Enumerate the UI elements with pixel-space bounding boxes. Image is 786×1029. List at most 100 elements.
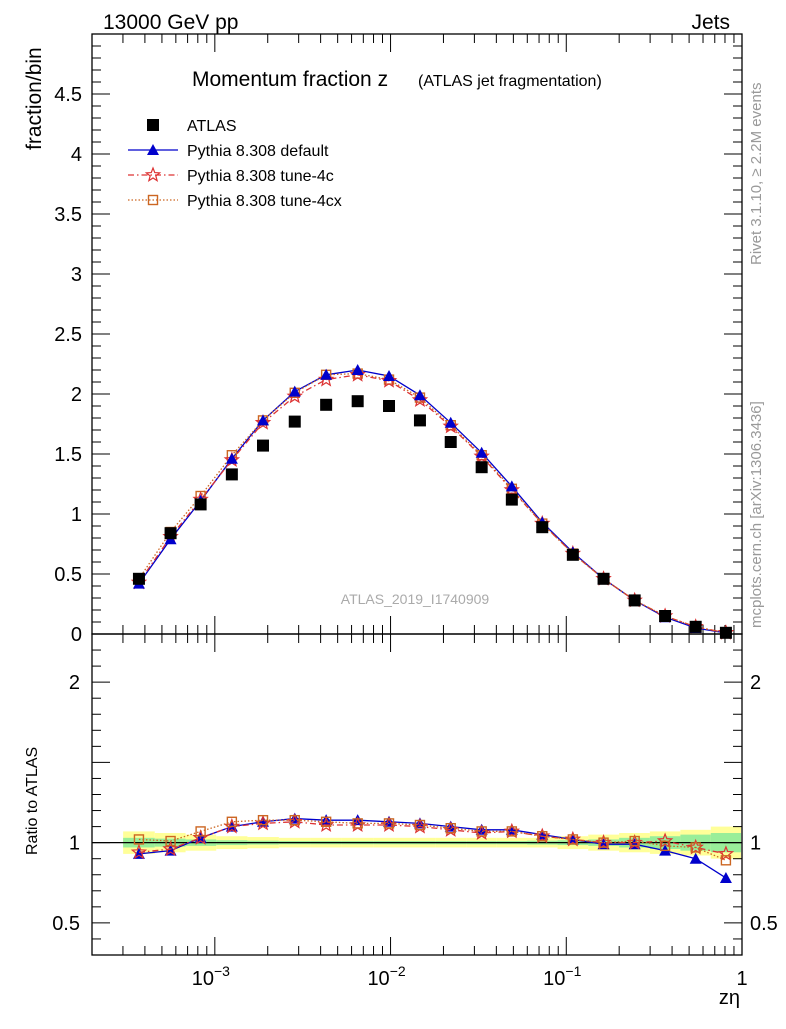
ratio-point-pythia-8-308-tune-4cx	[690, 842, 701, 853]
ratio-y-tick-label-left: 0.5	[52, 913, 80, 935]
y-tick-label: 4.5	[54, 84, 82, 106]
ratio-point-pythia-8-308-tune-4cx	[133, 834, 145, 845]
ratio-point-pythia-8-308-default	[628, 838, 641, 850]
point-atlas	[689, 620, 702, 633]
ratio-point-pythia-8-308-tune-4c	[656, 832, 674, 849]
y-axis-label-ratio: Ratio to ATLAS	[24, 747, 41, 855]
point-atlas	[194, 498, 207, 511]
ratio-y-tick-label-left: 2	[69, 672, 80, 694]
chart-title-main: Momentum fraction z	[192, 68, 388, 91]
ratio-point-pythia-8-308-tune-4cx	[659, 840, 671, 852]
ratio-point-pythia-8-308-tune-4cx	[506, 826, 518, 837]
ratio-point-pythia-8-308-tune-4c	[130, 843, 148, 860]
point-atlas	[628, 594, 641, 607]
point-pythia-8-308-tune-4c	[286, 387, 303, 404]
point-atlas	[288, 415, 301, 428]
point-pythia-8-308-tune-4c	[380, 372, 398, 388]
y-tick-label: 3	[71, 264, 82, 286]
x-tick-label: 10−2	[367, 963, 405, 990]
ratio-y-tick-label-right: 2	[750, 672, 761, 694]
x-tick-label: 10−3	[192, 963, 230, 990]
y-tick-label: 2	[71, 384, 82, 406]
point-pythia-8-308-tune-4c	[349, 366, 366, 382]
legend-label-pythia-8-308-tune-4c: Pythia 8.308 tune-4c	[187, 168, 334, 185]
ratio-point-pythia-8-308-tune-4cx	[226, 816, 238, 827]
ratio-point-pythia-8-308-tune-4cx	[320, 816, 332, 827]
ratio-point-pythia-8-308-tune-4cx	[383, 818, 395, 829]
legend-label-pythia-8-308-tune-4cx: Pythia 8.308 tune-4cx	[187, 193, 342, 210]
ratio-point-pythia-8-308-tune-4cx	[195, 826, 206, 837]
ratio-point-pythia-8-308-default	[164, 844, 177, 856]
point-atlas	[536, 521, 549, 534]
point-pythia-8-308-default	[288, 385, 301, 397]
point-pythia-8-308-default	[383, 370, 396, 381]
y-tick-label: 1	[71, 504, 82, 526]
ratio-point-pythia-8-308-tune-4cx	[567, 834, 579, 845]
ratio-point-pythia-8-308-default	[475, 823, 488, 835]
point-atlas	[413, 414, 426, 427]
legend-marker-pythia-8-308-tune-4c	[144, 166, 162, 183]
ratio-point-pythia-8-308-tune-4cx	[289, 814, 300, 826]
point-atlas	[351, 395, 364, 408]
ratio-point-pythia-8-308-tune-4cx	[537, 831, 548, 842]
point-pythia-8-308-tune-4c	[503, 481, 521, 498]
ratio-point-pythia-8-308-tune-4cx	[445, 823, 456, 834]
y-tick-label: 1.5	[54, 444, 82, 466]
ratio-point-pythia-8-308-default	[132, 847, 145, 859]
y-tick-label: 2.5	[54, 324, 82, 346]
header-right: Jets	[691, 11, 730, 34]
point-atlas	[505, 493, 518, 506]
point-atlas	[475, 461, 488, 474]
point-atlas	[444, 436, 457, 448]
ratio-point-pythia-8-308-default	[689, 852, 702, 864]
point-atlas	[257, 439, 270, 452]
point-pythia-8-308-default	[351, 364, 364, 375]
point-atlas	[659, 610, 672, 622]
point-atlas	[719, 626, 732, 639]
legend: ATLAS Pythia 8.308 default Pythia 8.308 tu…	[128, 118, 342, 210]
legend-marker-atlas	[147, 119, 159, 131]
ratio-plot-panel: 0.5 0.5 1 1 2 2 10−3 10−2 10−1 1	[52, 633, 778, 990]
point-pythia-8-308-default	[225, 452, 238, 464]
ratio-y-tick-label-left: 1	[69, 833, 80, 855]
point-pythia-8-308-tune-4c	[411, 391, 429, 408]
point-pythia-8-308-default	[505, 480, 518, 492]
x-tick-label: 10−1	[543, 963, 581, 990]
point-pythia-8-308-default	[444, 416, 457, 428]
ratio-point-pythia-8-308-tune-4cx	[598, 837, 609, 848]
legend-label-pythia-8-308-default: Pythia 8.308 default	[187, 143, 329, 160]
x-tick-label: 1	[736, 968, 747, 990]
ratio-point-pythia-8-308-tune-4cx	[720, 855, 732, 866]
point-atlas	[225, 468, 238, 481]
point-atlas	[164, 527, 177, 540]
point-pythia-8-308-default	[475, 446, 488, 458]
point-atlas	[320, 398, 333, 411]
point-pythia-8-308-tune-4c	[317, 370, 335, 387]
legend-label-atlas: ATLAS	[187, 118, 237, 135]
x-axis-label: zη	[719, 987, 740, 1009]
header-left: 13000 GeV pp	[103, 11, 238, 34]
point-atlas	[566, 548, 579, 561]
side-label-rivet: Rivet 3.1.10, ≥ 2.2M events	[748, 83, 765, 266]
y-tick-label: 0	[71, 624, 82, 646]
point-pythia-8-308-tune-4c	[473, 447, 490, 464]
ratio-point-pythia-8-308-default	[719, 871, 732, 883]
point-atlas	[383, 400, 396, 412]
point-pythia-8-308-tune-4c	[442, 417, 459, 434]
point-atlas	[132, 572, 145, 585]
main-plot-panel: 0 0.5 1 1.5 2 2.5 3 3.5 4 4.5	[54, 33, 743, 646]
ratio-point-pythia-8-308-tune-4cx	[629, 835, 640, 847]
point-pythia-8-308-default	[257, 414, 270, 426]
point-pythia-8-308-default	[320, 368, 333, 380]
ratio-point-pythia-8-308-tune-4cx	[257, 814, 269, 826]
ratio-point-pythia-8-308-tune-4cx	[476, 826, 487, 837]
side-label-mcplots: mcplots.cern.ch [arXiv:1306.3436]	[748, 401, 765, 628]
y-tick-label: 3.5	[54, 204, 82, 226]
point-pythia-8-308-tune-4c	[254, 414, 272, 430]
legend-marker-pythia-8-308-default	[147, 144, 159, 155]
ratio-y-tick-label-right: 1	[750, 833, 761, 855]
y-tick-label: 4	[71, 144, 82, 166]
y-axis-label-main: fraction/bin	[23, 47, 46, 150]
point-atlas	[597, 572, 610, 585]
